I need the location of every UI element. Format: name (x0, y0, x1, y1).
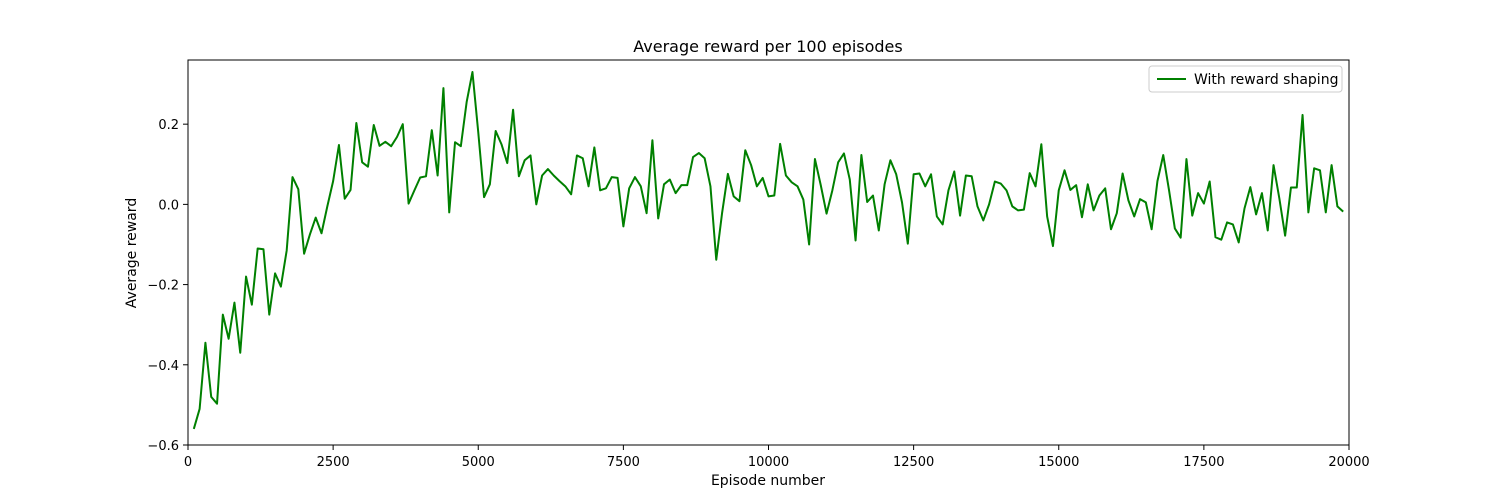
x-tick-label: 12500 (893, 455, 934, 470)
x-tick-label: 20000 (1328, 455, 1369, 470)
plot-area: 0 2500 5000 7500 10000 12500 15000 17500 20000 −0… (147, 59, 1370, 470)
x-tick-label: 7500 (607, 455, 640, 470)
series-line-0 (192, 71, 1344, 430)
x-tick-label: 0 (184, 455, 192, 470)
x-tick-label: 2500 (317, 455, 350, 470)
x-tick-label: 15000 (1038, 455, 1079, 470)
y-tick-label: −0.6 (147, 439, 179, 454)
plot-frame (187, 59, 1350, 446)
chart-title: Average reward per 100 episodes (633, 37, 902, 56)
x-tick-label: 5000 (462, 455, 495, 470)
legend: With reward shaping (1148, 65, 1343, 93)
y-tick-label: −0.2 (147, 279, 179, 294)
y-tick-label: 0.2 (158, 118, 179, 133)
y-tick-label: 0.0 (158, 198, 179, 213)
y-tick-label: −0.4 (147, 359, 179, 374)
x-tick-label: 10000 (748, 455, 789, 470)
x-axis-label: Episode number (711, 473, 825, 489)
x-tick-label: 17500 (1183, 455, 1224, 470)
legend-box (1148, 65, 1343, 93)
legend-label: With reward shaping (1194, 72, 1338, 88)
y-axis-label: Average reward (124, 198, 140, 308)
